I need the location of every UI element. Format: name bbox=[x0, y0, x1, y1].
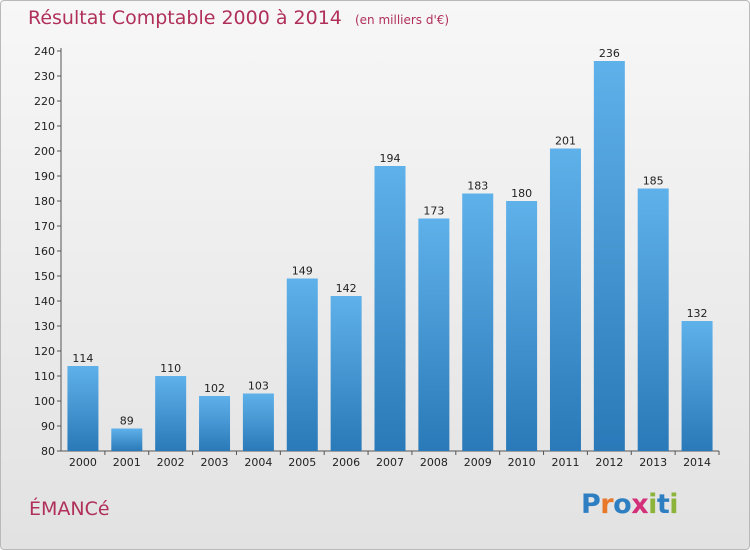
bar-value-label: 110 bbox=[160, 362, 181, 375]
bar bbox=[418, 218, 450, 451]
y-tick-label: 80 bbox=[41, 445, 55, 458]
bar-value-label: 102 bbox=[204, 382, 225, 395]
y-tick-label: 180 bbox=[34, 195, 55, 208]
y-tick-label: 220 bbox=[34, 95, 55, 108]
bar bbox=[286, 278, 318, 451]
bar-value-label: 194 bbox=[380, 152, 401, 165]
bar-value-label: 103 bbox=[248, 380, 269, 393]
bar bbox=[637, 188, 669, 451]
y-tick-label: 140 bbox=[34, 295, 55, 308]
x-tick-label: 2000 bbox=[69, 456, 97, 469]
bar-value-label: 185 bbox=[643, 175, 664, 188]
x-tick-label: 2006 bbox=[332, 456, 360, 469]
bar-value-label: 132 bbox=[687, 307, 708, 320]
bar bbox=[155, 376, 187, 451]
logo-letter: r bbox=[600, 489, 614, 520]
y-tick-label: 240 bbox=[34, 45, 55, 58]
logo-letter: t bbox=[656, 489, 670, 520]
x-tick-label: 2010 bbox=[508, 456, 536, 469]
logo-letter: P bbox=[581, 489, 601, 520]
x-tick-label: 2004 bbox=[244, 456, 272, 469]
chart-title-unit: (en milliers d'€) bbox=[354, 13, 450, 27]
bar bbox=[506, 201, 538, 451]
x-tick-label: 2002 bbox=[157, 456, 185, 469]
x-tick-label: 2001 bbox=[113, 456, 141, 469]
bar bbox=[67, 366, 99, 451]
x-tick-label: 2013 bbox=[639, 456, 667, 469]
bar-value-label: 236 bbox=[599, 47, 620, 60]
y-tick-label: 190 bbox=[34, 170, 55, 183]
x-tick-label: 2007 bbox=[376, 456, 404, 469]
x-tick-label: 2005 bbox=[288, 456, 316, 469]
proxiti-logo: Proxiti bbox=[581, 489, 679, 520]
logo-letter: i bbox=[669, 489, 679, 520]
logo-letter: x bbox=[631, 489, 649, 520]
bar bbox=[199, 396, 231, 451]
bar-value-label: 183 bbox=[467, 180, 488, 193]
bar-value-label: 173 bbox=[423, 205, 444, 218]
bar bbox=[374, 166, 406, 451]
x-tick-label: 2012 bbox=[595, 456, 623, 469]
y-tick-label: 90 bbox=[41, 420, 55, 433]
y-tick-label: 130 bbox=[34, 320, 55, 333]
chart-title: Résultat Comptable 2000 à 2014 (en milli… bbox=[28, 7, 449, 29]
x-tick-label: 2014 bbox=[683, 456, 711, 469]
y-tick-label: 120 bbox=[34, 345, 55, 358]
y-tick-label: 150 bbox=[34, 270, 55, 283]
x-tick-label: 2011 bbox=[551, 456, 579, 469]
commune-name: ÉMANCé bbox=[29, 498, 110, 520]
bar-value-label: 149 bbox=[292, 265, 313, 278]
bar bbox=[462, 193, 494, 451]
bar bbox=[593, 61, 625, 451]
bar-value-label: 114 bbox=[72, 352, 93, 365]
y-tick-label: 110 bbox=[34, 370, 55, 383]
bar bbox=[681, 321, 713, 451]
bar-value-label: 201 bbox=[555, 135, 576, 148]
x-tick-label: 2003 bbox=[201, 456, 229, 469]
y-tick-label: 170 bbox=[34, 220, 55, 233]
bar bbox=[111, 428, 143, 451]
bar-value-label: 89 bbox=[120, 415, 134, 428]
x-tick-label: 2009 bbox=[464, 456, 492, 469]
y-tick-label: 160 bbox=[34, 245, 55, 258]
y-tick-label: 230 bbox=[34, 70, 55, 83]
bar bbox=[330, 296, 362, 451]
y-tick-label: 210 bbox=[34, 120, 55, 133]
logo-letter: i bbox=[648, 489, 657, 520]
y-tick-label: 100 bbox=[34, 395, 55, 408]
bar bbox=[242, 393, 274, 451]
logo-letter: o bbox=[613, 489, 632, 520]
bar-value-label: 142 bbox=[336, 282, 357, 295]
x-tick-label: 2008 bbox=[420, 456, 448, 469]
y-tick-label: 200 bbox=[34, 145, 55, 158]
bar-value-label: 180 bbox=[511, 187, 532, 200]
chart-title-main: Résultat Comptable 2000 à 2014 bbox=[28, 7, 342, 29]
bar bbox=[549, 148, 581, 451]
